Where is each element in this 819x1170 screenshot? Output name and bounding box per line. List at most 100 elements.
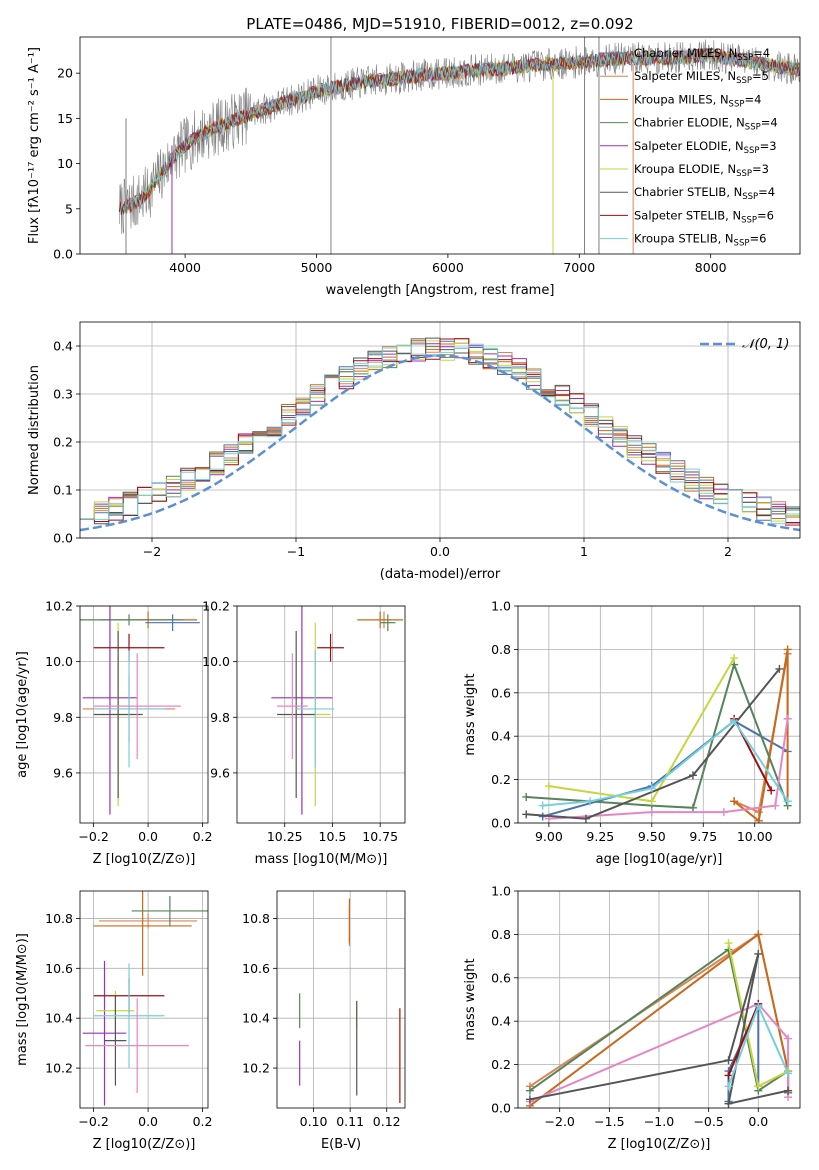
weight-marker — [730, 717, 739, 726]
y-tick-label: 0.4 — [491, 1014, 511, 1029]
legend-entry: Salpeter STELIB, NSSP=6 — [634, 208, 774, 225]
y-tick-label: 10 — [57, 156, 73, 171]
y-tick-label: 0.8 — [491, 642, 511, 657]
legend-entry: Kroupa MILES, NSSP=4 — [634, 92, 761, 109]
plot-area — [299, 898, 401, 1104]
y-axis-label: mass weight — [463, 673, 478, 755]
axes-frame — [79, 36, 801, 255]
x-tick-label: 7000 — [563, 260, 595, 275]
y-tick-label: 0.2 — [491, 1057, 511, 1072]
x-axis-label: wavelength [Angstrom, rest frame] — [326, 283, 555, 298]
x-tick-label: 5000 — [301, 260, 333, 275]
y-axis-label: mass [log10(M/M⊙)] — [15, 933, 30, 1066]
y-tick-label: 10.2 — [202, 599, 230, 614]
weight-marker — [525, 1086, 534, 1095]
x-tick-label: 4000 — [169, 260, 201, 275]
weight-marker — [724, 1071, 733, 1080]
x-axis-label: Z [log10(Z/Z⊙)] — [608, 1137, 711, 1152]
axes-frame — [517, 890, 801, 1109]
x-tick-label: −2.0 — [545, 1114, 575, 1129]
chart-residuals: −2 −1 0.0 1 2 0.0 0.1 0.2 0.3 0.4 𝒩(0, 1) (data-mod… — [27, 321, 801, 582]
x-tick-label: 10.00 — [737, 829, 773, 844]
y-tick-label: 0.0 — [491, 816, 511, 831]
weight-marker — [647, 784, 656, 793]
x-tick-label: 0.0 — [138, 829, 158, 844]
y-tick-label: 0.1 — [53, 483, 73, 498]
legend-entry: Chabrier ELODIE, NSSP=4 — [634, 116, 778, 133]
y-tick-label: 5 — [65, 201, 73, 216]
plot-area — [119, 37, 800, 254]
weight-marker — [775, 664, 784, 673]
y-axis-label: age [log10(age/yr)] — [15, 651, 30, 778]
weight-marker — [783, 797, 792, 806]
y-tick-label: 0.0 — [491, 1101, 511, 1116]
x-tick-label: −2 — [143, 544, 161, 559]
weight-marker — [538, 801, 547, 810]
y-tick-label: 1.0 — [491, 599, 511, 614]
y-tick-label: 0.8 — [491, 927, 511, 942]
chart-mass_vs_Z: −0.2 0.0 0.2 10.2 10.4 10.6 10.8 Z [log10(Z/Z⊙)… — [15, 890, 213, 1152]
chart-age_vs_mass: 10.25 10.5 10.75 9.6 9.8 10.0 10.2 mass [log10(… — [202, 599, 406, 867]
y-tick-label: 15 — [57, 111, 73, 126]
y-tick-label: 10.4 — [242, 1011, 270, 1026]
x-axis-label: Z [log10(Z/Z⊙)] — [93, 1137, 196, 1152]
x-tick-label: 0.2 — [193, 1114, 213, 1129]
weight-marker — [522, 810, 531, 819]
y-tick-label: 0.0 — [53, 247, 73, 262]
y-tick-label: 10.8 — [45, 911, 73, 926]
weight-marker — [784, 1034, 793, 1043]
plot-area — [271, 606, 404, 815]
weight-marker — [522, 792, 531, 801]
weight-marker — [730, 797, 739, 806]
x-tick-label: 10.25 — [267, 829, 303, 844]
weight-marker — [688, 803, 697, 812]
x-axis-label: age [log10(age/yr)] — [596, 852, 723, 867]
x-tick-label: 0.0 — [748, 1114, 768, 1129]
plot-area — [522, 645, 792, 823]
x-tick-label: 2 — [724, 544, 732, 559]
axes-frame — [79, 605, 209, 824]
weight-marker — [754, 816, 763, 823]
axes-frame — [276, 890, 406, 1109]
legend-entry: Kroupa ELODIE, NSSP=3 — [634, 162, 769, 179]
y-tick-label: 9.6 — [210, 765, 230, 780]
plot-area — [80, 606, 200, 815]
y-tick-label: 9.8 — [210, 710, 230, 725]
x-axis-label: E(B-V) — [321, 1137, 361, 1152]
weight-marker — [724, 1099, 733, 1108]
legend: Chabrier MILES, NSSP=4 Salpeter MILES, NS… — [600, 46, 778, 249]
chart-weight_vs_age: 9.00 9.25 9.50 9.75 10.00 0.0 0.2 0.4 0.6 0.8 1.0 a… — [463, 599, 801, 867]
y-tick-label: 10.8 — [242, 911, 270, 926]
legend-entry: Chabrier MILES, NSSP=4 — [634, 46, 770, 63]
weight-marker — [771, 801, 780, 810]
x-tick-label: 0.0 — [430, 544, 450, 559]
model-spectrum-line — [119, 47, 800, 215]
weight-marker — [581, 814, 590, 823]
x-tick-label: 10.5 — [319, 829, 347, 844]
plot-area — [82, 891, 208, 1106]
y-tick-label: 10.6 — [45, 961, 73, 976]
x-tick-label: 9.75 — [689, 829, 717, 844]
x-tick-label: 1 — [580, 544, 588, 559]
weight-marker — [784, 1086, 793, 1095]
y-tick-label: 0.4 — [491, 729, 511, 744]
legend-entry: Salpeter MILES, NSSP=5 — [634, 69, 769, 86]
x-tick-label: 0.12 — [373, 1114, 401, 1129]
y-tick-label: 20 — [57, 66, 73, 81]
weight-marker — [754, 949, 763, 958]
x-tick-label: 0.2 — [193, 829, 213, 844]
y-tick-label: 0.4 — [53, 339, 73, 354]
x-tick-label: 8000 — [695, 260, 727, 275]
y-tick-label: 0.0 — [53, 531, 73, 546]
y-tick-label: 10.0 — [202, 654, 230, 669]
weight-marker — [724, 939, 733, 948]
x-tick-label: 9.25 — [586, 829, 614, 844]
y-tick-label: 10.4 — [45, 1011, 73, 1026]
weight-marker — [754, 930, 763, 939]
y-tick-label: 0.3 — [53, 387, 73, 402]
weight-marker — [586, 797, 595, 806]
weight-marker — [784, 1069, 793, 1078]
weight-marker — [730, 654, 739, 663]
y-tick-label: 10.2 — [242, 1061, 270, 1076]
